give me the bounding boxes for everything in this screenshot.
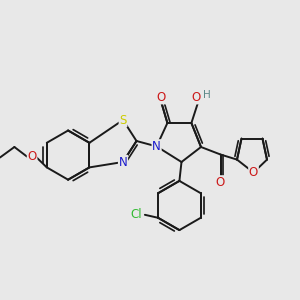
Text: H: H: [202, 90, 210, 100]
Text: N: N: [152, 140, 161, 153]
Text: N: N: [118, 155, 127, 169]
Text: O: O: [28, 149, 37, 163]
Text: O: O: [192, 91, 201, 104]
Text: O: O: [157, 91, 166, 104]
Text: S: S: [119, 113, 127, 127]
Text: O: O: [216, 176, 225, 189]
Text: Cl: Cl: [131, 208, 142, 221]
Text: O: O: [249, 166, 258, 179]
